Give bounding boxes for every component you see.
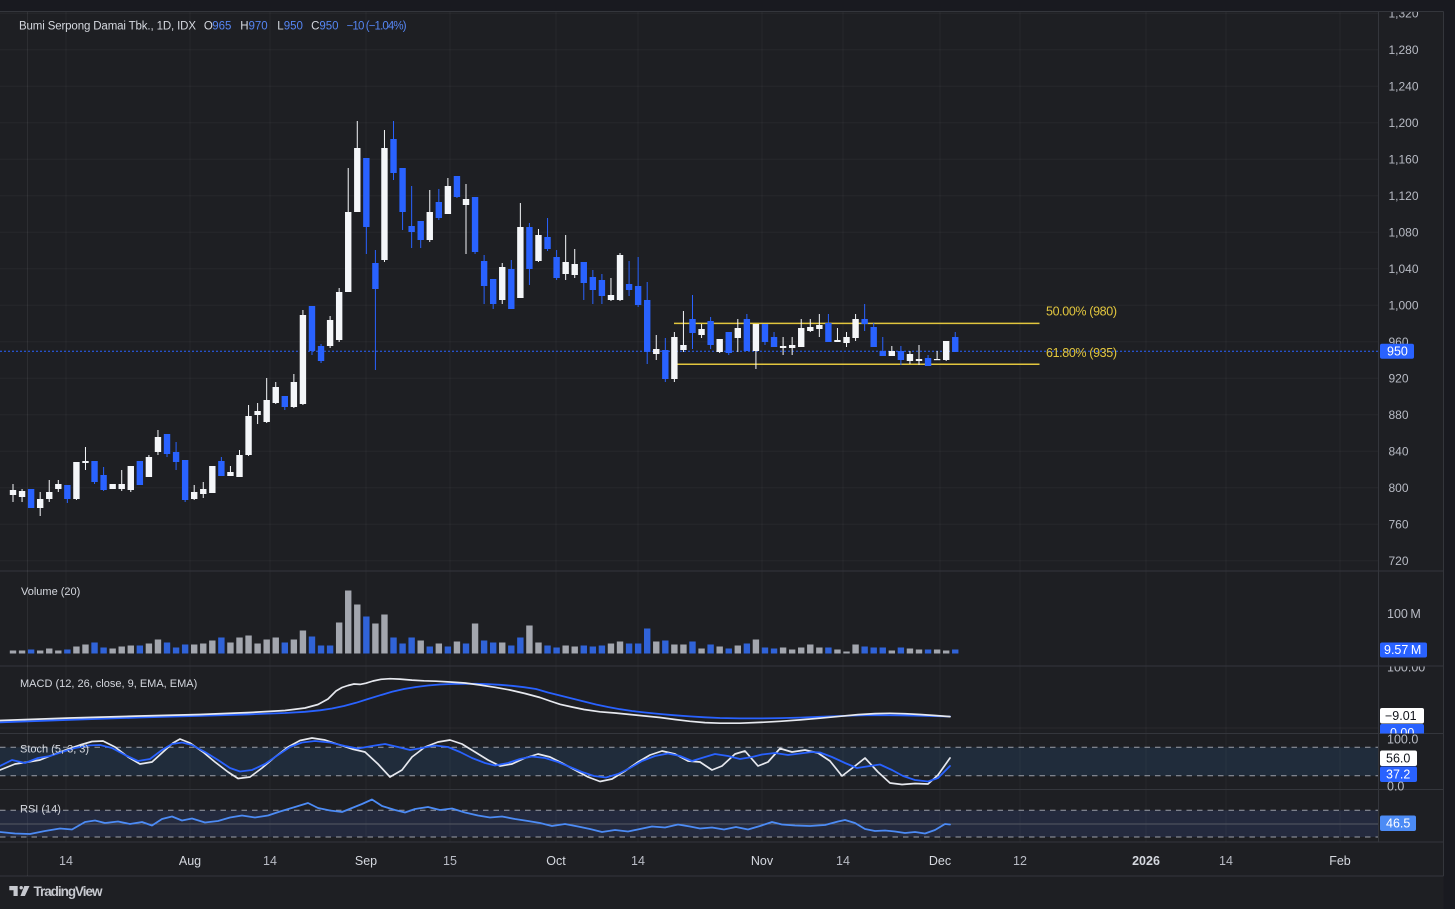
svg-text:0.00: 0.00 (1390, 726, 1414, 740)
svg-text:760: 760 (1389, 517, 1409, 531)
svg-text:1,160: 1,160 (1389, 152, 1419, 166)
svg-text:100 M: 100 M (1387, 607, 1421, 621)
svg-text:14: 14 (631, 854, 645, 868)
svg-text:−9.01: −9.01 (1385, 709, 1417, 723)
svg-text:950: 950 (1387, 344, 1408, 358)
svg-text:Dec: Dec (929, 854, 951, 868)
svg-text:880: 880 (1389, 408, 1409, 422)
svg-text:15: 15 (443, 854, 457, 868)
svg-text:61.80% (935): 61.80% (935) (1046, 346, 1117, 360)
svg-text:56.0: 56.0 (1386, 752, 1410, 766)
svg-text:950: 950 (284, 21, 303, 33)
svg-text:Feb: Feb (1329, 854, 1351, 868)
svg-text:46.5: 46.5 (1386, 817, 1410, 831)
svg-text:H: H (240, 21, 248, 33)
svg-text:0.0: 0.0 (1387, 780, 1404, 794)
svg-text:L: L (277, 21, 284, 33)
svg-text:Oct: Oct (546, 854, 566, 868)
svg-text:Sep: Sep (355, 854, 377, 868)
svg-text:C: C (311, 21, 319, 33)
svg-text:14: 14 (836, 854, 850, 868)
svg-text:Nov: Nov (751, 854, 774, 868)
svg-text:970: 970 (249, 21, 268, 33)
svg-text:1,240: 1,240 (1389, 79, 1419, 93)
svg-text:12: 12 (1013, 854, 1027, 868)
svg-text:14: 14 (263, 854, 277, 868)
svg-text:9.57 M: 9.57 M (1384, 643, 1421, 657)
svg-text:1,000: 1,000 (1389, 298, 1419, 312)
svg-text:920: 920 (1389, 371, 1409, 385)
svg-text:−10 (−1.04%): −10 (−1.04%) (347, 21, 407, 33)
svg-text:1,040: 1,040 (1389, 262, 1419, 276)
svg-text:100.0: 100.0 (1387, 733, 1418, 747)
svg-text:Stoch (5, 3, 3): Stoch (5, 3, 3) (20, 744, 89, 756)
svg-text:965: 965 (212, 21, 231, 33)
svg-text:100.00: 100.00 (1387, 661, 1425, 675)
svg-text:50.00% (980): 50.00% (980) (1046, 305, 1117, 319)
svg-text:MACD (12, 26, close, 9, EMA, E: MACD (12, 26, close, 9, EMA, EMA) (20, 678, 197, 690)
svg-text:2026: 2026 (1132, 854, 1160, 868)
svg-text:950: 950 (319, 21, 338, 33)
svg-text:Aug: Aug (179, 854, 201, 868)
svg-text:O: O (204, 21, 213, 33)
svg-text:1,200: 1,200 (1389, 116, 1419, 130)
svg-text:14: 14 (1219, 854, 1233, 868)
svg-text:720: 720 (1389, 554, 1409, 568)
svg-text:1,080: 1,080 (1389, 225, 1419, 239)
svg-text:840: 840 (1389, 444, 1409, 458)
svg-text:800: 800 (1389, 481, 1409, 495)
svg-text:RSI (14): RSI (14) (20, 804, 61, 816)
svg-text:37.2: 37.2 (1386, 768, 1410, 782)
svg-text:1,120: 1,120 (1389, 189, 1419, 203)
svg-text:14: 14 (59, 854, 73, 868)
svg-text:Volume (20): Volume (20) (21, 586, 80, 598)
svg-text:Bumi Serpong Damai Tbk., 1D, I: Bumi Serpong Damai Tbk., 1D, IDX (19, 21, 196, 33)
svg-text:1,280: 1,280 (1389, 43, 1419, 57)
svg-text:TradingView: TradingView (34, 884, 103, 899)
